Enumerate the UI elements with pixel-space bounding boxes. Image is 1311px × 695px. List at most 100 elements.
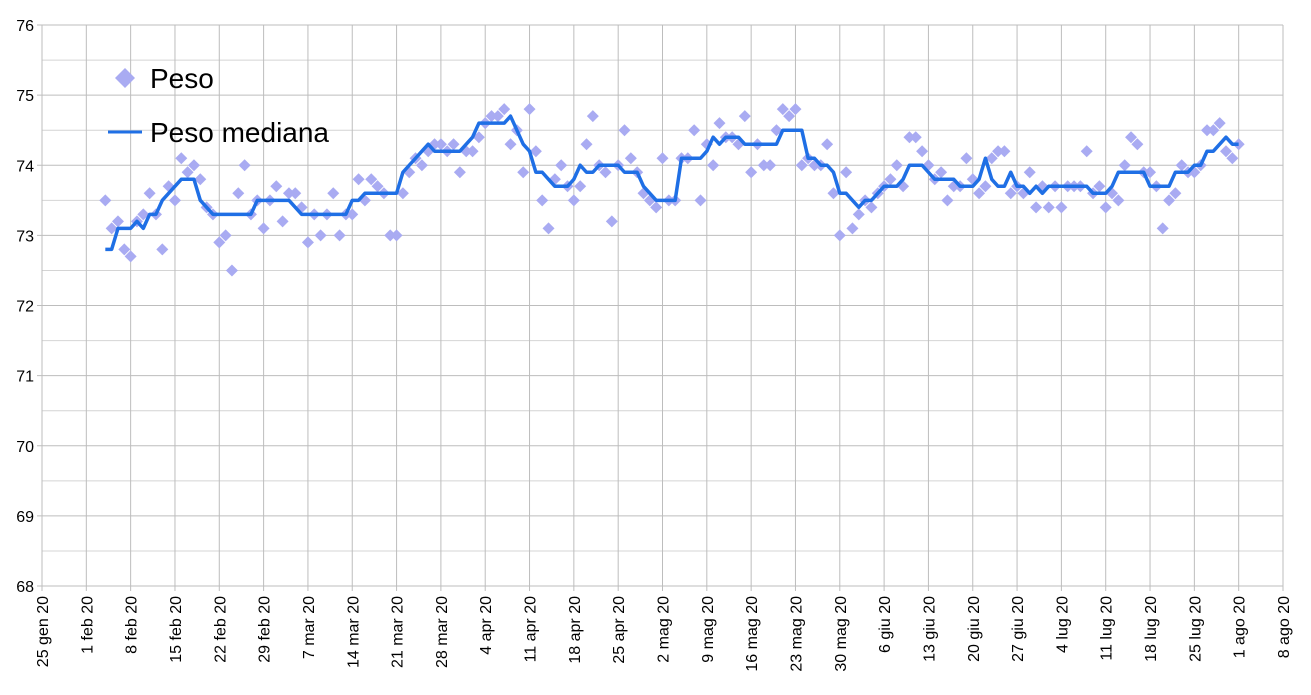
data-point: [599, 166, 612, 179]
data-point: [1213, 117, 1226, 130]
data-point: [650, 201, 663, 214]
data-point: [1175, 159, 1188, 172]
data-point: [175, 152, 188, 165]
data-point: [821, 138, 834, 151]
data-point: [738, 110, 751, 123]
data-point: [194, 173, 207, 186]
data-point: [960, 152, 973, 165]
x-tick-label: 29 feb 20: [257, 596, 274, 663]
x-tick-label: 27 giu 20: [1010, 596, 1027, 662]
data-point: [371, 180, 384, 193]
data-point: [124, 250, 137, 263]
data-point: [941, 194, 954, 207]
legend-label: Peso mediana: [150, 117, 329, 148]
data-line: [105, 114, 1239, 252]
data-point: [865, 201, 878, 214]
data-point: [187, 159, 200, 172]
data-point: [605, 215, 618, 228]
y-tick-label: 76: [16, 18, 34, 35]
x-tick-label: 4 lug 20: [1054, 596, 1071, 653]
data-point: [776, 103, 789, 116]
data-point: [181, 166, 194, 179]
data-point: [707, 159, 720, 172]
data-point: [384, 229, 397, 242]
data-point: [1099, 201, 1112, 214]
y-tick-label: 72: [16, 299, 34, 316]
x-tick-label: 30 mag 20: [833, 596, 850, 672]
data-point: [745, 166, 758, 179]
data-point: [314, 229, 327, 242]
y-tick-label: 70: [16, 439, 34, 456]
data-point: [992, 145, 1005, 158]
data-point: [453, 166, 466, 179]
data-point: [1163, 194, 1176, 207]
data-point: [694, 194, 707, 207]
data-point: [498, 103, 511, 116]
data-point: [840, 166, 853, 179]
x-tick-label: 18 apr 20: [567, 596, 584, 664]
data-point: [1207, 124, 1220, 137]
data-point: [111, 215, 124, 228]
x-tick-label: 28 mar 20: [434, 596, 451, 668]
data-point: [396, 187, 409, 200]
data-point: [472, 131, 485, 144]
data-point: [770, 124, 783, 137]
data-point: [99, 194, 112, 207]
data-point: [1226, 152, 1239, 165]
data-point: [688, 124, 701, 137]
data-point: [118, 243, 131, 256]
data-point: [238, 159, 251, 172]
x-tick-label: 1 ago 20: [1232, 596, 1249, 658]
data-point: [783, 110, 796, 123]
data-point: [137, 208, 150, 221]
x-tick-label: 21 mar 20: [390, 596, 407, 668]
data-point: [555, 159, 568, 172]
x-tick-label: 25 gen 20: [35, 596, 52, 667]
data-point: [270, 180, 283, 193]
x-tick-label: 18 lug 20: [1143, 596, 1160, 662]
data-point: [168, 194, 181, 207]
data-point: [973, 187, 986, 200]
data-point: [289, 187, 302, 200]
data-point: [447, 138, 460, 151]
data-point: [1030, 201, 1043, 214]
data-point: [833, 229, 846, 242]
data-point: [485, 110, 498, 123]
x-tick-label: 25 apr 20: [611, 596, 628, 664]
data-point: [884, 173, 897, 186]
data-point: [789, 103, 802, 116]
data-point: [1220, 145, 1233, 158]
x-tick-label: 6 giu 20: [877, 596, 894, 653]
data-point: [434, 138, 447, 151]
x-tick-label: 13 giu 20: [921, 596, 938, 662]
data-point: [105, 222, 118, 235]
data-point: [979, 180, 992, 193]
data-point: [624, 152, 637, 165]
data-point: [1023, 166, 1036, 179]
data-point: [567, 194, 580, 207]
data-point: [1093, 180, 1106, 193]
data-point: [618, 124, 631, 137]
legend-label: Peso: [150, 63, 214, 94]
y-tick-label: 71: [16, 369, 34, 386]
y-tick-label: 73: [16, 228, 34, 245]
data-point: [333, 229, 346, 242]
x-tick-label: 20 giu 20: [966, 596, 983, 662]
data-point: [1169, 187, 1182, 200]
y-tick-label: 68: [16, 579, 34, 596]
x-tick-label: 11 lug 20: [1099, 596, 1116, 661]
data-point: [1156, 222, 1169, 235]
data-point: [1080, 145, 1093, 158]
data-point: [846, 222, 859, 235]
data-point: [301, 236, 314, 249]
data-point: [909, 131, 922, 144]
data-point: [1125, 131, 1138, 144]
data-point: [542, 222, 555, 235]
x-tick-label: 4 apr 20: [478, 596, 495, 655]
x-tick-label: 8 feb 20: [124, 596, 141, 654]
data-point: [390, 229, 403, 242]
y-tick-label: 75: [16, 88, 34, 105]
data-point: [156, 243, 169, 256]
data-point: [580, 138, 593, 151]
data-point: [536, 194, 549, 207]
